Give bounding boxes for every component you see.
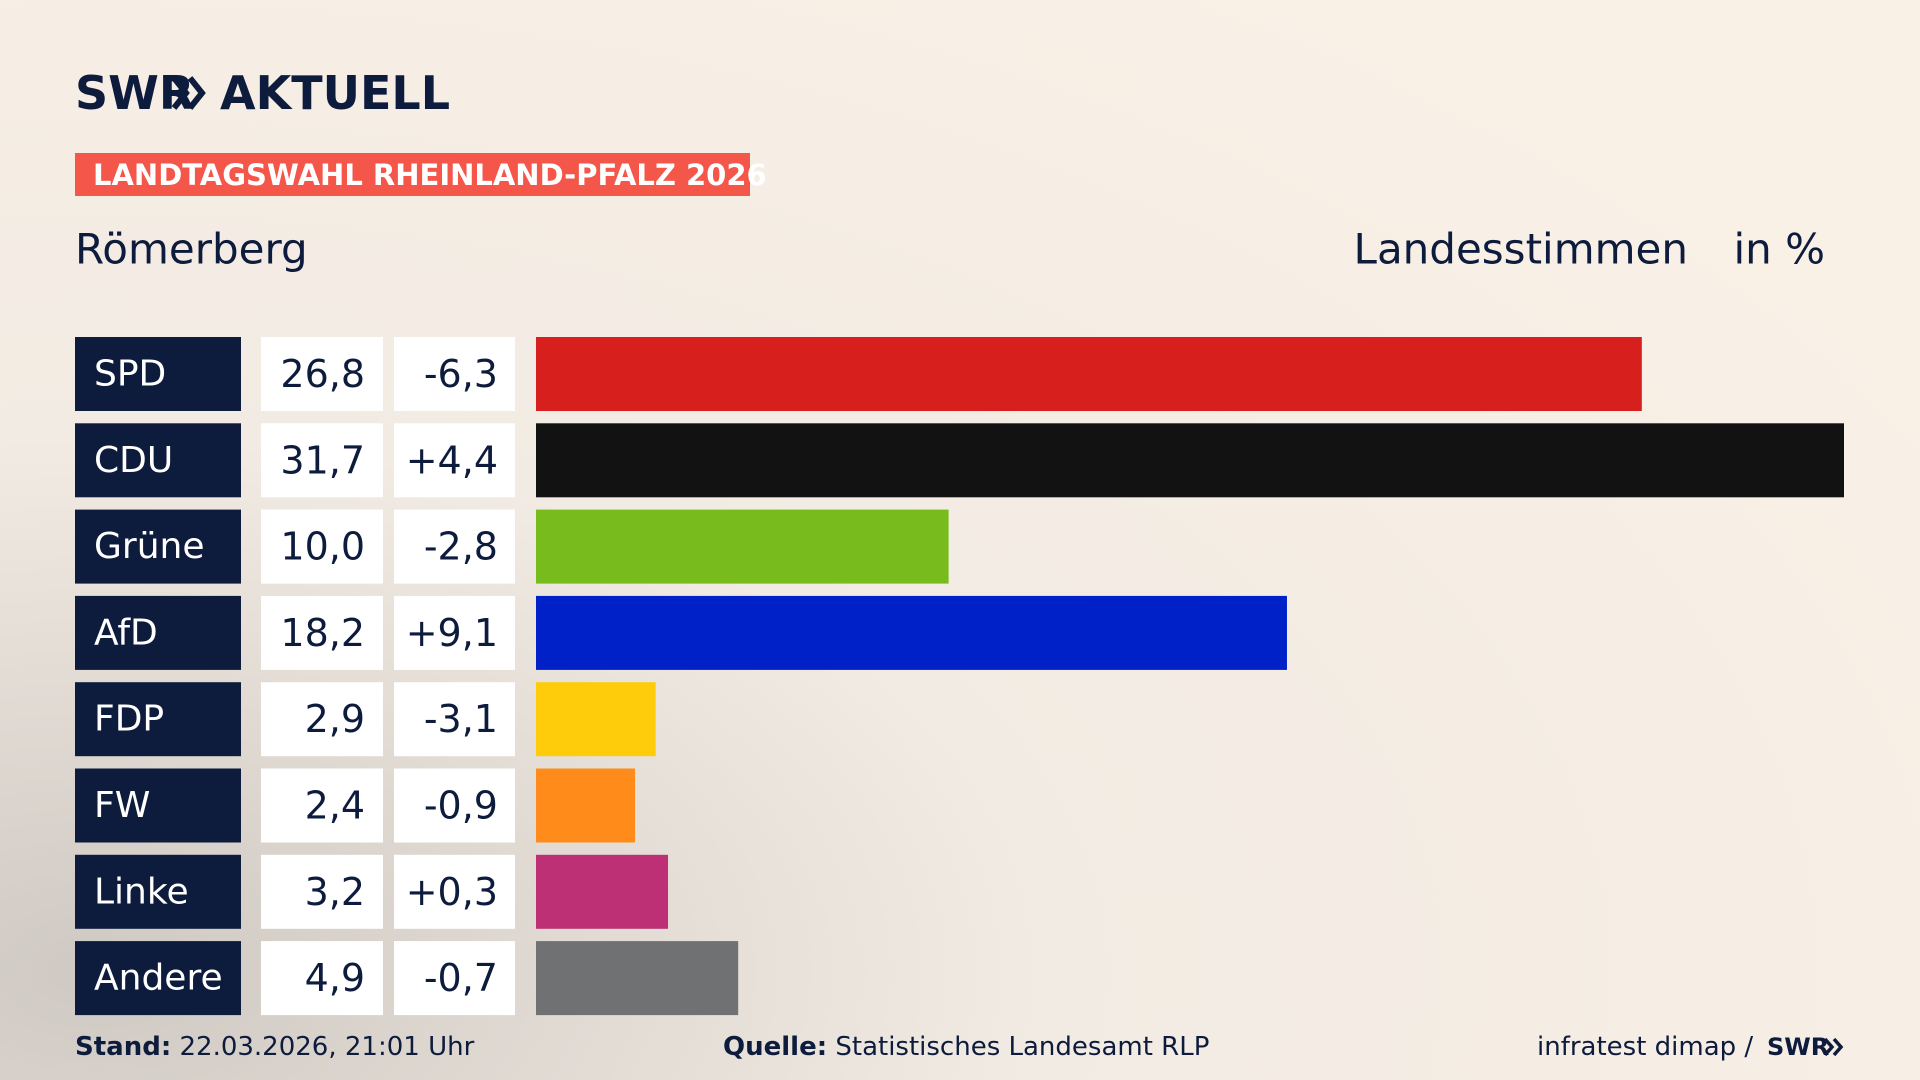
bar — [536, 423, 1844, 498]
stand-label: Stand: — [75, 1032, 171, 1062]
value-box — [261, 509, 383, 584]
credit-brand: SWR — [1767, 1033, 1829, 1061]
bar — [536, 768, 636, 843]
footer-stand: Stand: 22.03.2026, 21:01 Uhr — [75, 1032, 475, 1062]
value-label: 2,9 — [305, 697, 365, 741]
value-label: 31,7 — [280, 438, 365, 482]
party-box — [75, 941, 241, 1016]
change-box — [394, 509, 515, 584]
party-label: FDP — [94, 699, 164, 740]
party-label: FW — [94, 785, 150, 826]
brand-chevrons — [171, 76, 206, 110]
change-label: -2,8 — [424, 525, 498, 569]
stand: 22.03.2026, 21:01 Uhr — [179, 1032, 474, 1062]
value-box — [261, 854, 383, 929]
brand: SWR — [75, 66, 194, 120]
change-label: -0,7 — [424, 956, 498, 1000]
credit: infratest dimap / — [1537, 1032, 1753, 1062]
change-box — [394, 768, 515, 843]
bar — [536, 595, 1287, 670]
party-box — [75, 854, 241, 929]
bar — [536, 509, 949, 584]
change-label: -0,9 — [424, 784, 498, 828]
party-label: Andere — [94, 958, 223, 999]
change-label: -3,1 — [424, 697, 498, 741]
party-label: Linke — [94, 871, 189, 912]
party-box — [75, 595, 241, 670]
credit-chevrons — [1823, 1037, 1844, 1057]
change-label: +9,1 — [406, 611, 498, 655]
value-label: 3,2 — [305, 870, 365, 914]
party-box — [75, 423, 241, 498]
footer-source: Quelle: Statistisches Landesamt RLP — [723, 1032, 1209, 1062]
party-box — [75, 337, 241, 411]
change-box — [394, 941, 515, 1016]
tag-background — [75, 153, 750, 196]
party-label: Grüne — [94, 526, 204, 567]
unit: in % — [1733, 225, 1825, 274]
tag: LANDTAGSWAHL RHEINLAND-PFALZ 2026 — [93, 158, 767, 192]
change-label: -6,3 — [424, 352, 498, 396]
value-label: 4,9 — [305, 956, 365, 1000]
party-box — [75, 682, 241, 757]
value-label: 2,4 — [305, 784, 365, 828]
value-box — [261, 768, 383, 843]
party-box — [75, 768, 241, 843]
value-box — [261, 423, 383, 498]
value-box — [261, 595, 383, 670]
bar — [536, 854, 669, 929]
change-label: +0,3 — [406, 870, 498, 914]
bar — [536, 941, 739, 1016]
value-box — [261, 337, 383, 411]
change-box — [394, 595, 515, 670]
chart-title: Römerberg — [75, 225, 308, 274]
party-box — [75, 509, 241, 584]
change-box — [394, 337, 515, 411]
party-label: CDU — [94, 440, 173, 481]
change-box — [394, 423, 515, 498]
value-box — [261, 941, 383, 1016]
value-label: 18,2 — [280, 611, 365, 655]
change-label: +4,4 — [406, 438, 498, 482]
value-box — [261, 682, 383, 757]
subtitle: Landesstimmen — [1354, 225, 1688, 274]
source-label: Quelle: — [723, 1032, 827, 1062]
brand-section: AKTUELL — [220, 66, 450, 120]
value-label: 10,0 — [280, 525, 365, 569]
party-label: AfD — [94, 612, 158, 653]
source: Statistisches Landesamt RLP — [835, 1032, 1209, 1062]
change-box — [394, 854, 515, 929]
bar — [536, 337, 1642, 411]
change-box — [394, 682, 515, 757]
value-label: 26,8 — [280, 352, 365, 396]
bar — [536, 682, 656, 757]
party-label: SPD — [94, 354, 166, 395]
